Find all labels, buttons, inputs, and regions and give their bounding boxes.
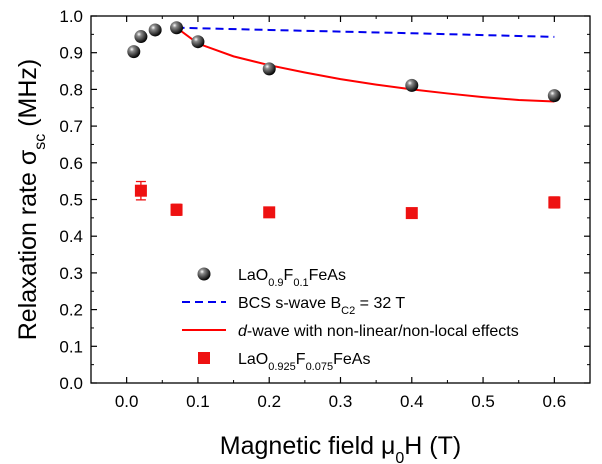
series-line-2 xyxy=(175,26,555,103)
y-tick-label: 0.0 xyxy=(59,374,83,393)
y-tick-label: 0.2 xyxy=(59,301,83,320)
legend-label-part: F xyxy=(296,351,306,368)
data-point xyxy=(191,35,205,49)
legend-label-part: FeAs xyxy=(309,267,346,284)
legend-label-part: 0.925 xyxy=(268,361,296,373)
data-point xyxy=(405,207,418,220)
data-point xyxy=(405,78,419,92)
data-point xyxy=(134,30,148,44)
legend-label-part: BCS s-wave B xyxy=(238,295,341,312)
y-tick-label: 0.5 xyxy=(59,191,83,210)
legend-label-part: C2 xyxy=(341,305,355,317)
x-tick-label: 0.1 xyxy=(186,392,210,411)
legend-label-part: F xyxy=(284,267,294,284)
legend-label-part: 0.9 xyxy=(268,277,283,289)
legend-label-part: -wave with non-linear/non-local effects xyxy=(247,323,519,340)
data-point xyxy=(262,62,276,76)
data-point xyxy=(127,45,141,59)
data-point xyxy=(547,89,561,103)
x-tick-label: 0.5 xyxy=(471,392,495,411)
y-tick-label: 0.3 xyxy=(59,264,83,283)
data-point xyxy=(134,184,147,197)
legend-label-part: = 32 T xyxy=(355,295,405,312)
y-tick-label: 0.4 xyxy=(59,227,83,246)
y-tick-label: 0.6 xyxy=(59,154,83,173)
data-point xyxy=(148,23,162,37)
y-tick-label: 0.9 xyxy=(59,44,83,63)
data-point xyxy=(170,203,183,216)
y-tick-label: 0.8 xyxy=(59,80,83,99)
legend-label-part: LaO xyxy=(238,267,268,284)
legend-marker xyxy=(197,267,211,281)
y-tick-label: 1.0 xyxy=(59,7,83,26)
legend-marker xyxy=(198,352,210,364)
x-tick-label: 0.6 xyxy=(543,392,567,411)
series-line-1 xyxy=(176,26,555,38)
x-axis-title: Magnetic field μ0H (T) xyxy=(220,432,461,464)
legend-label-part: 0.1 xyxy=(293,277,308,289)
legend-label-part: 0.075 xyxy=(306,361,334,373)
legend-label-part: d xyxy=(238,323,248,340)
y-tick-label: 0.1 xyxy=(59,337,83,356)
legend-label-part: FeAs xyxy=(333,351,370,368)
legend-label: d-wave with non-linear/non-local effects xyxy=(238,323,519,340)
data-point xyxy=(548,196,561,209)
data-point xyxy=(170,21,184,35)
data-point xyxy=(263,206,276,219)
legend-label: LaO0.925F0.075FeAs xyxy=(238,351,370,373)
legend-label-part: LaO xyxy=(238,351,268,368)
y-axis-title: Relaxation rate σsc (MHz) xyxy=(14,59,49,341)
x-tick-label: 0.2 xyxy=(257,392,281,411)
y-tick-label: 0.7 xyxy=(59,117,83,136)
x-tick-label: 0.0 xyxy=(115,392,139,411)
legend-symbol xyxy=(197,267,211,281)
legend-symbol xyxy=(198,352,210,364)
legend-label: BCS s-wave BC2 = 32 T xyxy=(238,295,405,317)
x-tick-label: 0.3 xyxy=(329,392,353,411)
legend-label: LaO0.9F0.1FeAs xyxy=(238,267,346,289)
x-tick-label: 0.4 xyxy=(400,392,424,411)
